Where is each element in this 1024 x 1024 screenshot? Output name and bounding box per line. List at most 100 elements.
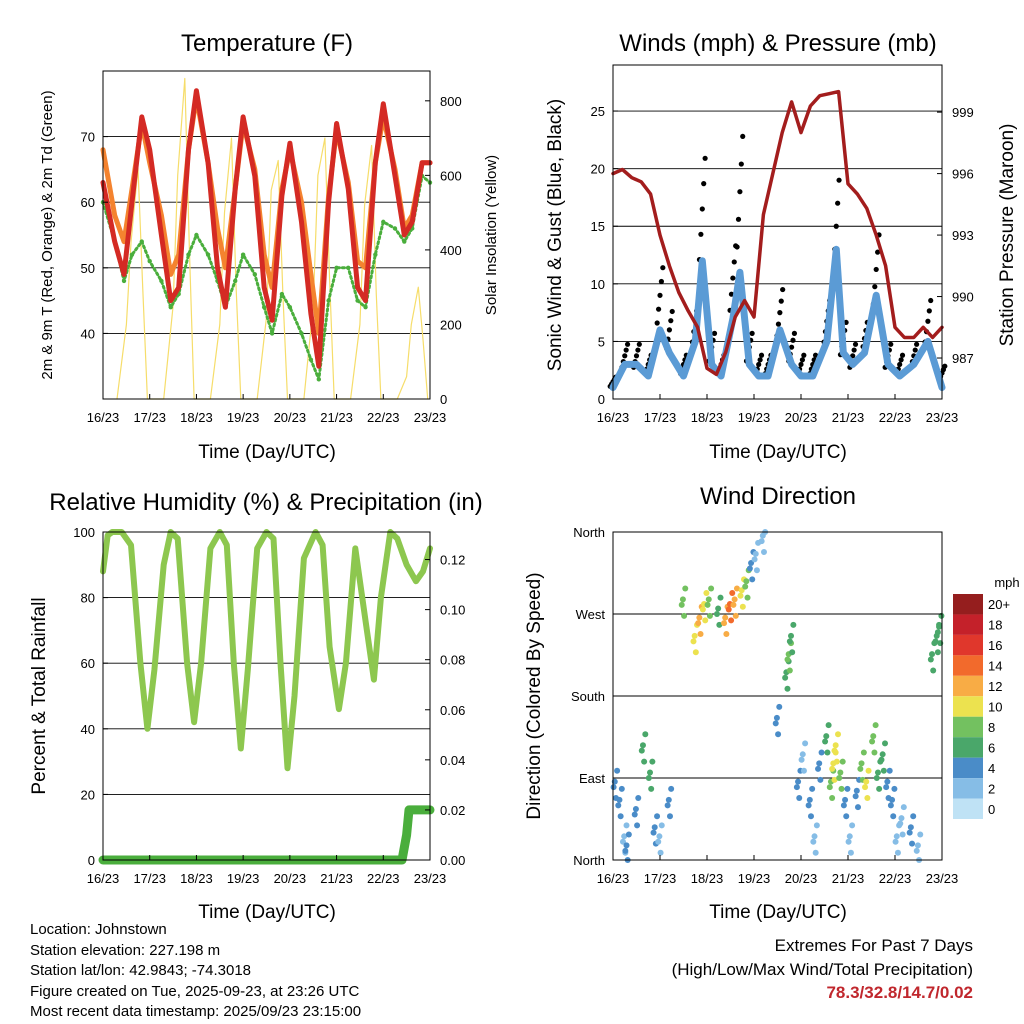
direction-point [704,601,711,608]
legend-title: mph [994,575,1019,590]
direction-point [824,749,831,756]
direction-point [840,802,847,809]
dewpoint-point [168,304,173,310]
winds-panel: Winds (mph) & Pressure (mb) Sonic Wind &… [545,30,1018,463]
direction-point [678,601,685,608]
direction-point [934,629,941,636]
direction-point [703,590,710,597]
direction-point [927,656,934,663]
gust-point [835,200,841,206]
temp-2m-line [100,88,433,369]
dewpoint-point [355,298,360,303]
direction-point [872,722,879,729]
gust-point [735,216,742,222]
legend-label: 0 [988,802,995,817]
y2-tick-label: 987 [952,351,974,366]
gust-point [789,344,795,350]
direction-point [744,594,751,601]
direction-point [614,767,621,774]
direction-point [751,556,758,563]
direction-point [899,831,906,838]
gust-point [756,361,762,368]
direction-point [658,822,665,829]
gust-point [731,259,737,265]
gust-point [734,244,740,250]
direction-point [825,722,832,729]
legend-label: 2 [988,781,995,796]
direction-point [616,796,623,803]
gust-point [728,291,735,297]
y2-tick-label: 999 [952,105,974,120]
x-tick-label: 18/23 [180,410,213,425]
direction-title: Wind Direction [700,483,856,510]
legend-label: 14 [988,659,1002,674]
y-tick-label: 40 [81,722,95,737]
direction-point [932,638,939,645]
y2-tick-label: 993 [952,228,974,243]
dewpoint-point [233,278,238,284]
humidity-ticks: 0 20 40 60 80 100 0.00 0.02 0.04 0.06 0.08 0.10 0.12… [73,525,465,886]
legend-label: 4 [988,761,995,776]
gust-point [636,341,642,347]
winds-title: Winds (mph) & Pressure (mb) [619,30,936,57]
gust-point [738,161,744,167]
direction-point [876,785,883,792]
direction-point [610,784,617,791]
y2-tick-label: 0.04 [440,753,465,768]
direction-tick-label: North [573,853,605,868]
direction-point [645,775,652,781]
gust-point [657,292,663,298]
direction-point [862,784,869,791]
direction-point [617,813,624,820]
direction-panel: Wind Direction Direction (Colored By Spe… [524,483,1020,923]
direction-point [668,785,675,792]
direction-point [917,831,924,838]
direction-point [838,785,845,792]
gust-point [666,327,673,333]
gust-point [701,181,707,187]
y-tick-label: 0 [88,853,95,868]
gust-point [812,352,819,358]
direction-point [815,765,822,772]
direction-point [746,565,753,572]
direction-point [930,667,937,674]
gust-point [658,278,665,285]
temperature-series [100,77,433,400]
direction-point [886,767,893,774]
gust-point [633,353,640,359]
gust-point [888,341,894,347]
direction-point [833,758,840,765]
y2-tick-label: 0.00 [440,853,465,868]
x-tick-label: 20/23 [785,871,818,886]
direction-gridlines [613,613,942,779]
direction-point [809,785,816,792]
x-tick-label: 17/23 [133,410,166,425]
humidity-x-axis-label: Time (Day/UTC) [198,902,336,923]
direction-point [853,787,860,794]
winds-left-axis-label: Sonic Wind & Gust (Blue, Black) [545,99,566,371]
direction-point [650,829,657,836]
direction-point [699,606,706,613]
legend-swatch [953,696,983,717]
dewpoint-point [129,252,135,257]
temperature-x-axis-label: Time (Day/UTC) [198,442,336,463]
direction-point [842,796,849,803]
x-tick-label: 23/23 [926,410,959,425]
x-tick-label: 20/23 [274,871,307,886]
x-tick-label: 17/23 [133,871,166,886]
dewpoint-point [261,304,267,310]
direction-point [649,758,656,765]
y2-tick-label: 0.02 [440,803,465,818]
gust-point [778,298,784,304]
y2-tick-label: 200 [440,317,462,332]
direction-point [786,667,793,674]
direction-point [844,785,851,792]
legend-swatch [953,594,983,615]
gust-point [798,361,804,368]
y2-tick-label: 600 [440,168,462,183]
gust-point [801,352,807,358]
temperature-panel: Temperature (F) 2m & 9m T (Red, Orange) … [39,30,500,463]
direction-point [657,849,664,856]
direction-point [836,775,843,781]
direction-point [788,632,795,639]
